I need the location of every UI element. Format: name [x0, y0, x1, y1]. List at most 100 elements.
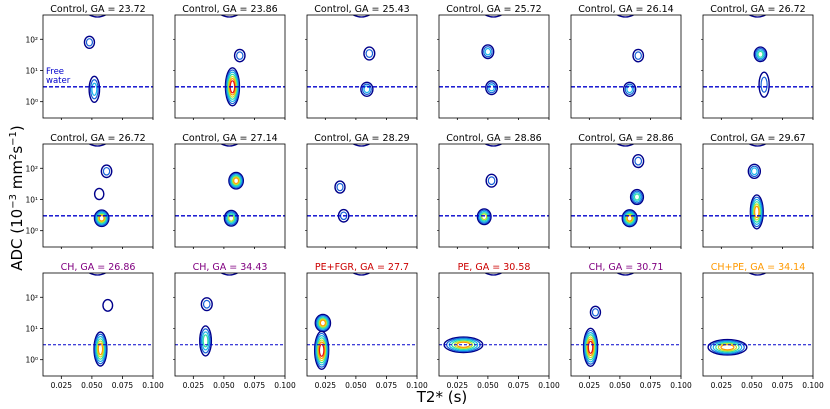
contour-line [314, 332, 329, 368]
panel-8: Control, GA = 27.14 [173, 133, 286, 249]
contour-group [313, 273, 370, 370]
contour-line [227, 213, 236, 223]
edge-contour [221, 144, 238, 147]
contour-line [93, 187, 105, 201]
contour-line [97, 342, 104, 356]
contour-line [626, 214, 633, 222]
contour-line [231, 175, 242, 187]
panel-frame [438, 272, 550, 377]
edge-contour [89, 15, 106, 18]
contour-line [230, 174, 242, 188]
x-tick-label: 0.075 [508, 381, 530, 390]
contour-group [481, 15, 502, 96]
x-tick-label: 0.075 [376, 381, 398, 390]
contour-line [315, 335, 328, 366]
contour-line [633, 193, 641, 201]
contour-line [318, 343, 325, 357]
contour-line [629, 188, 645, 206]
contour-line [720, 344, 735, 351]
contour-line [585, 334, 596, 361]
contour-line [334, 180, 346, 194]
edge-contour [617, 273, 634, 276]
contour-line [621, 209, 638, 228]
contour-line [634, 51, 642, 60]
edge-contour [89, 273, 106, 276]
panel-frame [306, 14, 418, 119]
contour-line [93, 331, 108, 367]
contour-line [319, 319, 327, 327]
contour-line [589, 305, 602, 320]
contour-line [226, 212, 237, 225]
contour-line [760, 76, 768, 93]
edge-contour [221, 15, 238, 18]
contour-line [336, 182, 344, 192]
x-tick-label: 0.050 [609, 381, 631, 390]
contour-line [456, 341, 471, 348]
panel-title: Control, GA = 26.72 [50, 133, 145, 144]
panel-2: Control, GA = 23.86 [173, 4, 286, 120]
contour-line [591, 308, 600, 317]
contour-line [750, 196, 763, 228]
contour-group [443, 273, 502, 354]
contour-line [757, 50, 764, 58]
edge-contour [749, 144, 766, 147]
contour-line [587, 340, 594, 354]
panel-frame [42, 272, 154, 377]
contour-line [361, 83, 372, 95]
contour-line [94, 210, 109, 226]
contour-line [201, 331, 210, 351]
panel-title: Control, GA = 26.14 [578, 4, 673, 15]
contour-line [624, 83, 635, 95]
panel-9: Control, GA = 28.29 [305, 133, 418, 249]
contour-line [626, 85, 634, 94]
edge-contour [485, 15, 502, 18]
x-tick-label: 0.100 [538, 381, 560, 390]
contour-line [758, 71, 770, 98]
contour-line [363, 85, 371, 94]
contour-line [749, 194, 764, 230]
contour-line [754, 47, 767, 61]
contour-line [200, 328, 211, 354]
contour-line [95, 211, 108, 225]
y-tick-label: 10¹ [25, 66, 38, 75]
contour-group [749, 15, 770, 98]
x-tick-label: 0.075 [772, 381, 794, 390]
contour-line [316, 337, 327, 364]
edge-contour [353, 144, 370, 147]
contour-line [586, 336, 595, 359]
contour-line [631, 190, 643, 204]
panel-12: Control, GA = 29.67 [701, 133, 814, 249]
y-tick-label: 10² [25, 293, 38, 302]
panel-title: Control, GA = 29.67 [710, 133, 805, 144]
x-tick-label: 0.050 [213, 381, 235, 390]
contour-line [96, 340, 105, 358]
contour-line [479, 210, 490, 223]
contour-line [313, 330, 330, 370]
x-tick-label: 0.050 [345, 381, 367, 390]
panel-title: Control, GA = 27.14 [182, 133, 277, 144]
x-tick-label: 0.025 [447, 381, 469, 390]
contour-line [102, 298, 114, 312]
contour-line [96, 338, 105, 360]
edge-contour [485, 144, 502, 147]
y-axis-label: ADC (10−3 mm2s−1) [8, 125, 26, 271]
panel-title: Control, GA = 28.29 [314, 133, 409, 144]
panel-frame [438, 143, 550, 248]
x-tick-label: 0.100 [670, 381, 692, 390]
contour-line [632, 153, 645, 169]
contour-line [89, 79, 99, 100]
contour-group [582, 273, 634, 367]
x-tick-label: 0.100 [406, 381, 428, 390]
edge-contour [749, 273, 766, 276]
contour-line [85, 38, 94, 47]
panel-4: Control, GA = 25.72 [437, 4, 550, 120]
contour-line [229, 172, 243, 189]
panel-frame [702, 14, 814, 119]
panel-16: PE, GA = 30.58 0.025 0.050 0.075 0.100 [437, 262, 560, 390]
x-tick-label: 0.100 [802, 381, 824, 390]
contour-group [617, 144, 645, 228]
contour-line [753, 203, 761, 221]
edge-contour [617, 144, 634, 147]
